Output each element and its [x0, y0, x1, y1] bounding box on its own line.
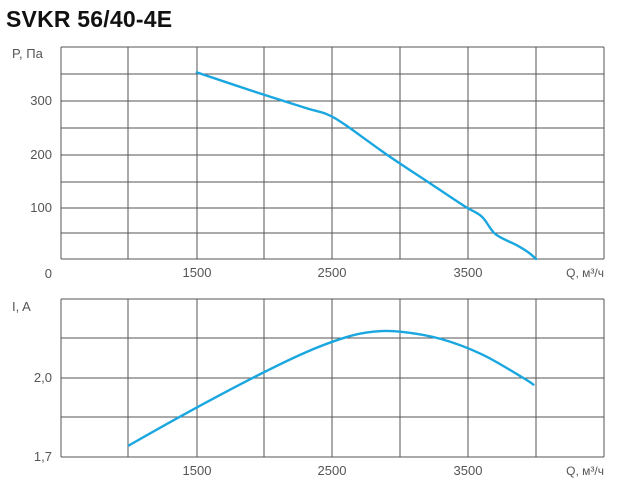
- x-tick-label: 3500: [454, 265, 483, 280]
- y-tick-label: 0: [45, 266, 52, 281]
- x-tick-label: 2500: [318, 463, 347, 478]
- x-tick-label: 2500: [318, 265, 347, 280]
- x-tick-label: 3500: [454, 463, 483, 478]
- y-tick-label: 100: [30, 200, 52, 215]
- y-tick-label: 300: [30, 93, 52, 108]
- y-tick-label: 2,0: [34, 370, 52, 385]
- y-axis-label: P, Па: [12, 46, 44, 61]
- y-axis-label: I, A: [12, 299, 31, 314]
- x-axis-label: Q, м³/ч: [566, 464, 604, 478]
- x-tick-label: 1500: [183, 265, 212, 280]
- x-axis-label: Q, м³/ч: [566, 266, 604, 280]
- chart-title: SVKR 56/40-4E: [6, 6, 173, 32]
- series-line: [127, 329, 535, 447]
- current-chart: I, A 1,7 2,0 1500 2500 3500 Q, м³/ч: [12, 298, 605, 478]
- pressure-chart: P, Па 0 100 200 300 1500 2500 3500 Q, м³/ч: [12, 46, 605, 281]
- x-tick-label: 1500: [183, 463, 212, 478]
- y-tick-label: 200: [30, 147, 52, 162]
- y-tick-label: 1,7: [34, 449, 52, 464]
- series-line: [195, 71, 538, 261]
